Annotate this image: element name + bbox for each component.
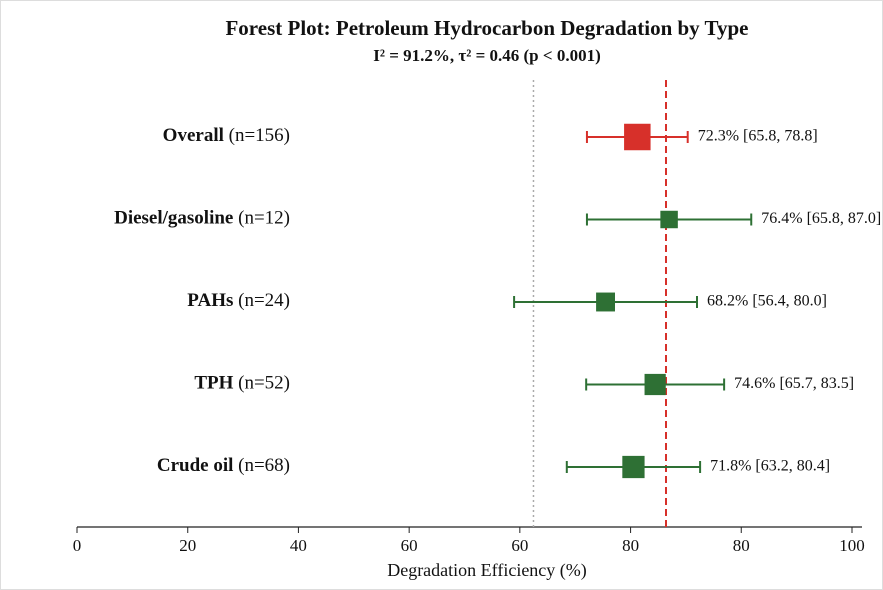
x-tick-label: 60 — [511, 536, 528, 555]
value-label: 72.3% [65.8, 78.8] — [698, 128, 818, 145]
point-estimate — [596, 292, 615, 312]
row-name: Crude oil — [157, 455, 234, 476]
row-n: (n=24) — [238, 290, 290, 311]
value-label: 76.4% [65.8, 87.0] — [761, 210, 881, 227]
row-name: Overall — [163, 125, 224, 146]
x-tick-label: 0 — [73, 536, 82, 555]
row-name: Diesel/gasoline — [114, 208, 233, 229]
point-estimate — [644, 373, 666, 396]
x-tick-label: 60 — [401, 536, 418, 555]
x-tick-label: 100 — [839, 536, 865, 555]
row-label: PAHs (n=24) — [187, 290, 290, 311]
row-label: TPH (n=52) — [194, 373, 290, 394]
x-axis-label: Degradation Efficiency (%) — [387, 560, 587, 581]
value-label: 68.2% [56.4, 80.0] — [707, 293, 827, 310]
row-n: (n=156) — [229, 125, 290, 146]
x-tick-label: 80 — [733, 536, 750, 555]
row-label: Overall (n=156) — [163, 125, 290, 146]
point-estimate — [660, 210, 678, 229]
value-label: 74.6% [65.7, 83.5] — [734, 375, 854, 392]
row-n: (n=52) — [238, 373, 290, 394]
row-name: TPH — [194, 373, 233, 394]
point-estimate — [622, 455, 645, 479]
x-tick-label: 40 — [290, 536, 307, 555]
row-label: Diesel/gasoline (n=12) — [114, 208, 290, 229]
chart-subtitle: I² = 91.2%, τ² = 0.46 (p < 0.001) — [373, 46, 600, 65]
row-n: (n=12) — [238, 208, 290, 229]
value-label: 71.8% [63.2, 80.4] — [710, 458, 830, 475]
point-estimate — [624, 123, 651, 151]
x-tick-label: 20 — [179, 536, 196, 555]
row-label: Crude oil (n=68) — [157, 455, 290, 476]
x-tick-label: 80 — [622, 536, 639, 555]
row-name: PAHs — [187, 290, 233, 311]
row-n: (n=68) — [238, 455, 290, 476]
chart-title: Forest Plot: Petroleum Hydrocarbon Degra… — [225, 16, 748, 40]
